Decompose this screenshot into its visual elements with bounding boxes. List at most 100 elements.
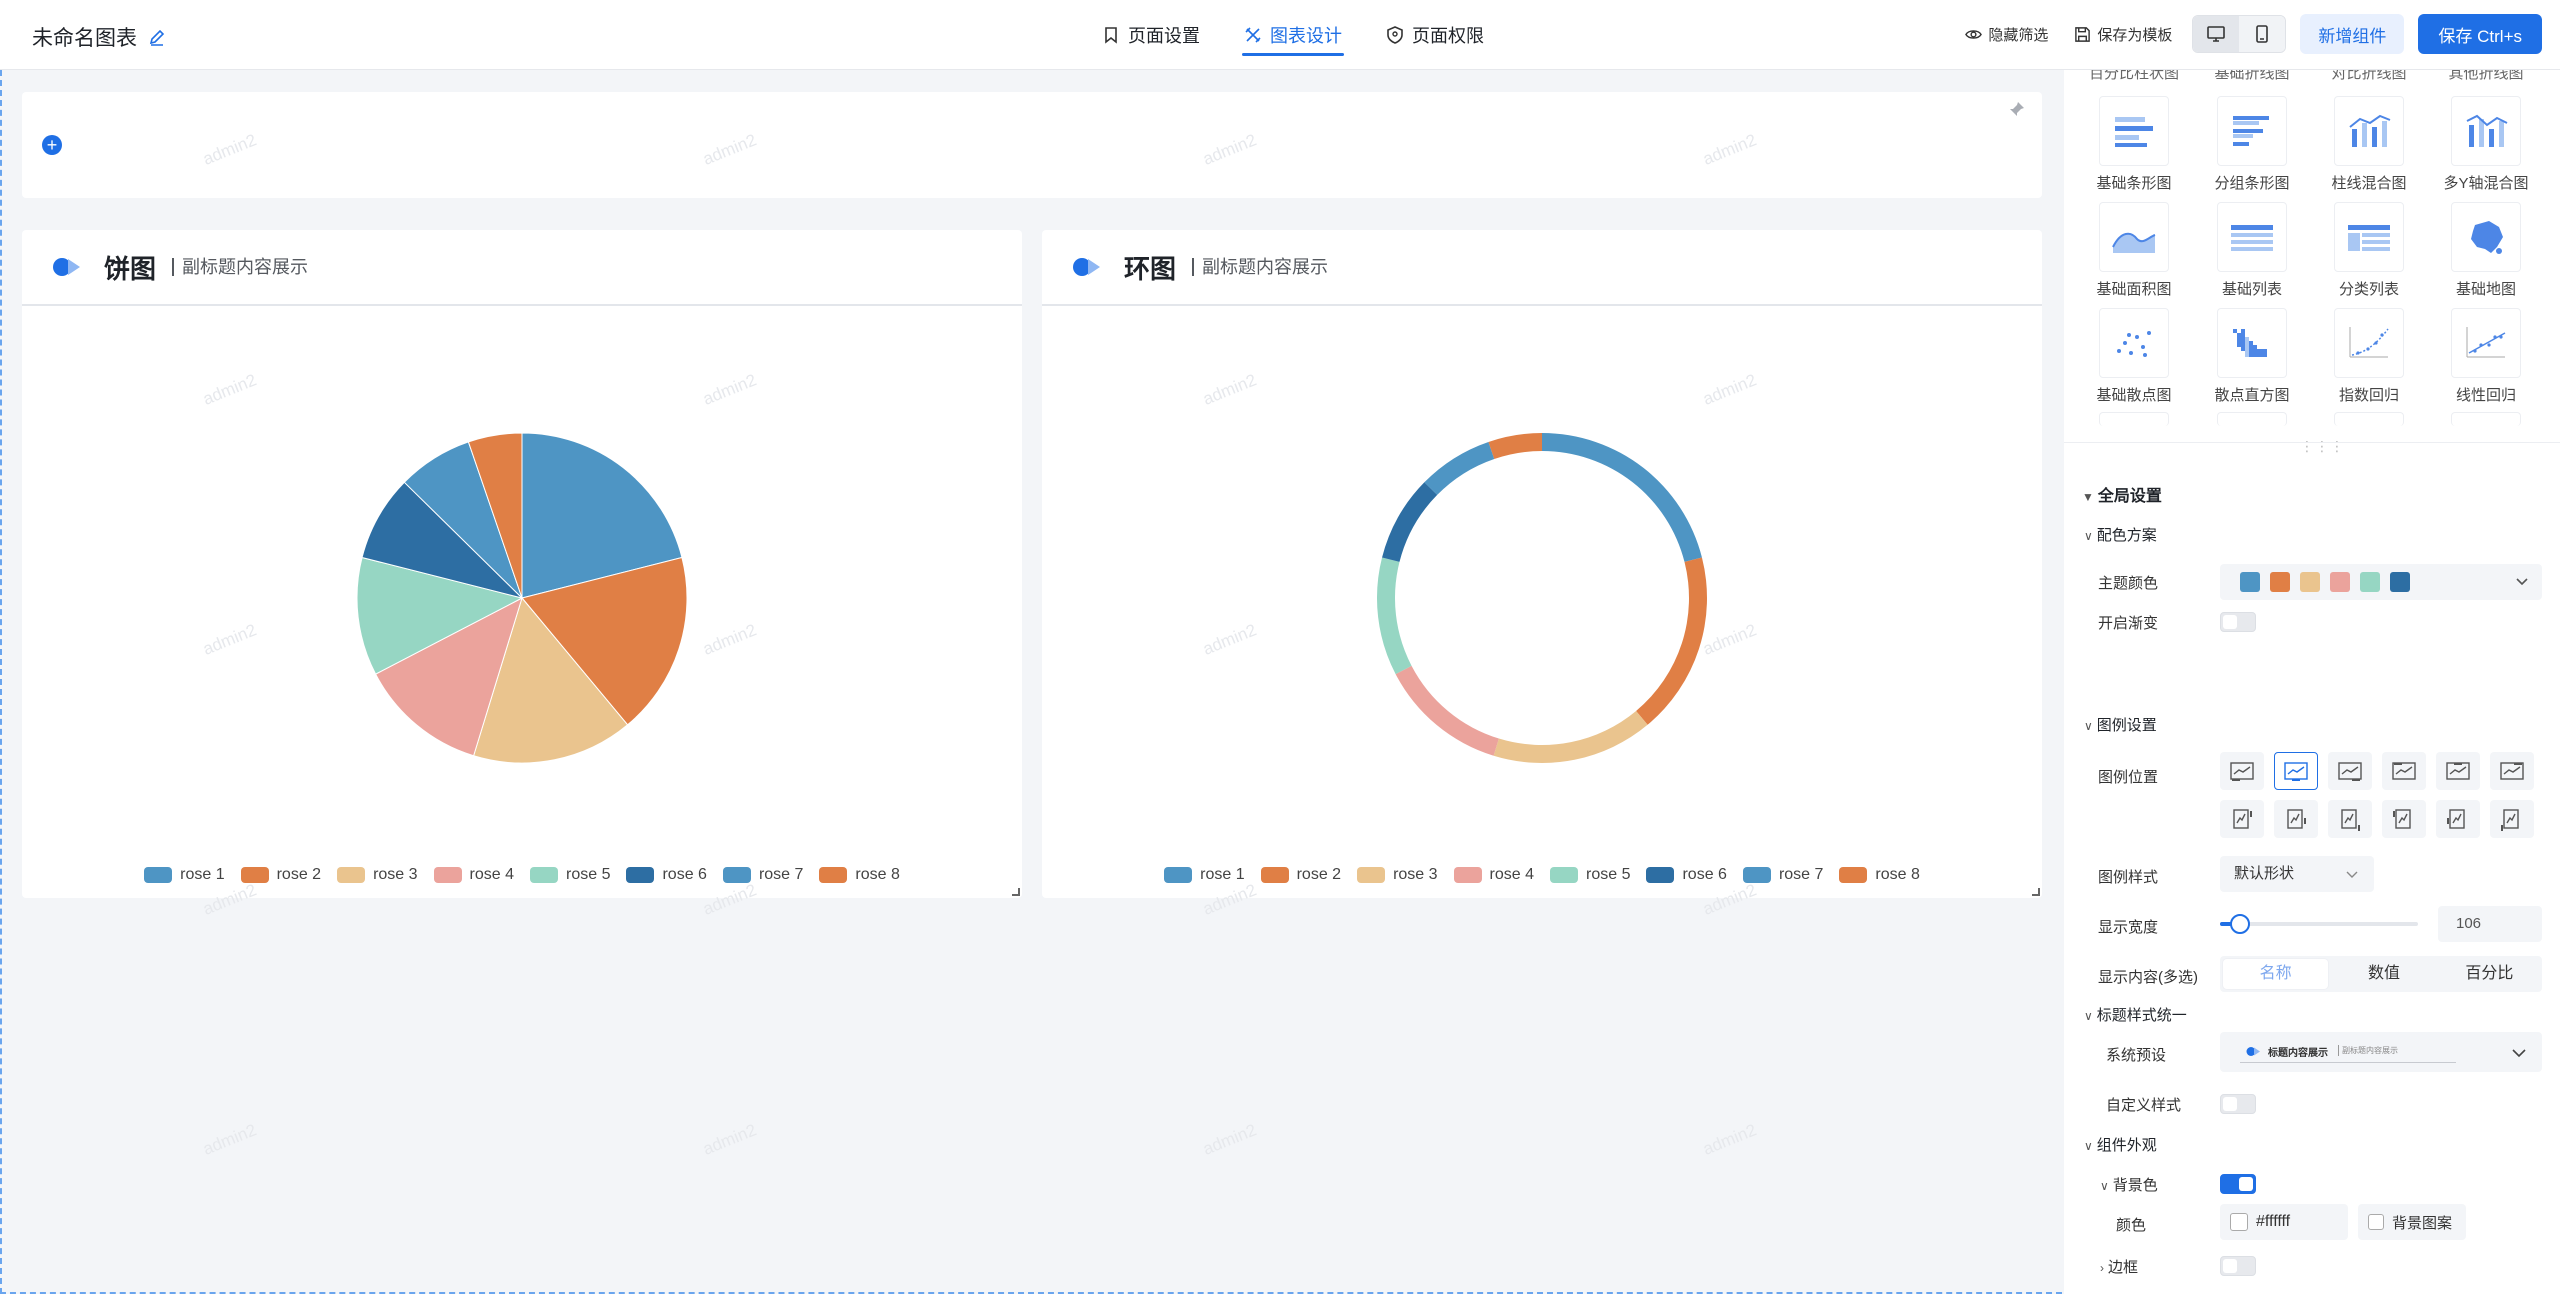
legend-item[interactable]: rose 4 [1453,866,1534,884]
ring-chart-card[interactable]: 环图 副标题内容展示 rose 1 rose 2 rose 3 rose 4 rose … [1042,230,2042,898]
component-item[interactable]: 基础面积图 [2084,202,2184,299]
legend-item[interactable]: rose 7 [1742,866,1823,884]
system-preset-select[interactable]: 标题内容展示 副标题内容展示 [2220,1032,2542,1072]
background-group[interactable]: ∨ 背景色 [2100,1177,2158,1194]
option-percent[interactable]: 百分比 [2465,965,2514,982]
ring-slice-8[interactable] [1488,433,1542,459]
legend-position-option[interactable] [2382,800,2426,838]
option-value[interactable]: 数值 [2367,965,2400,982]
ring-slice-3[interactable] [1493,710,1648,763]
bg-pattern-checkbox[interactable] [2368,1214,2384,1230]
bg-pattern-option[interactable]: 背景图案 [2358,1204,2466,1240]
tab-page-permissions[interactable]: 页面权限 [1384,0,1486,70]
legend-item[interactable]: rose 5 [530,866,610,884]
custom-style-toggle[interactable] [2220,1094,2256,1114]
component-item[interactable] [2084,412,2184,432]
slider-knob[interactable] [2229,914,2250,934]
resize-handle[interactable] [1012,888,1020,896]
display-width-slider[interactable] [2220,914,2418,934]
component-label[interactable]: 其他折线图 [2448,70,2524,82]
edit-icon[interactable] [147,27,167,47]
pie-slice-6[interactable] [361,481,524,599]
legend-item[interactable]: rose 8 [1839,866,1920,884]
color-swatch[interactable] [2230,1213,2248,1231]
color-input[interactable]: #ffffff [2220,1204,2348,1240]
component-item[interactable]: 多Y轴混合图 [2436,96,2536,193]
legend-item[interactable]: rose 6 [626,866,707,884]
legend-position-option[interactable] [2220,800,2264,838]
legend-position-option[interactable] [2490,752,2534,790]
color-scheme-group[interactable]: ∨ 配色方案 [2084,527,2157,544]
component-item[interactable] [2202,412,2302,432]
ring-slice-1[interactable] [1542,433,1702,562]
legend-position-option[interactable] [2274,752,2318,790]
component-item[interactable]: 基础条形图 [2084,96,2184,193]
component-item[interactable]: 柱线混合图 [2319,96,2419,193]
tab-chart-design[interactable]: 图表设计 [1242,0,1344,70]
legend-settings-group[interactable]: ∨ 图例设置 [2084,717,2157,734]
legend-position-option[interactable] [2436,800,2480,838]
component-item[interactable]: 分组条形图 [2202,96,2302,193]
legend-item[interactable]: rose 1 [1164,866,1245,884]
pie-slice-1[interactable] [521,432,683,599]
legend-item[interactable]: rose 8 [819,866,900,884]
panel-drag-handle[interactable]: ⋮⋮⋮ [2300,438,2345,454]
background-toggle[interactable] [2220,1174,2256,1194]
component-item[interactable] [2319,412,2419,432]
hide-filter-button[interactable]: 隐藏筛选 [1959,24,2054,45]
component-label[interactable]: 基础折线图 [2214,70,2290,82]
add-filter-button[interactable]: + [42,135,62,155]
component-label[interactable]: 对比折线图 [2331,70,2407,82]
add-component-button[interactable]: 新增组件 [2300,14,2405,54]
ring-slice-6[interactable] [1382,482,1438,562]
component-item[interactable]: 基础地图 [2436,202,2536,299]
option-name[interactable]: 名称 [2223,959,2329,989]
component-item[interactable]: 线性回归 [2436,308,2536,405]
legend-item[interactable]: rose 5 [1550,866,1630,884]
save-template-button[interactable]: 保存为模板 [2068,24,2178,45]
legend-item[interactable]: rose 6 [1646,866,1727,884]
legend-item[interactable]: rose 4 [433,866,514,884]
ring-slice-7[interactable] [1424,441,1495,495]
pin-icon[interactable] [2006,100,2026,120]
component-item[interactable]: 基础散点图 [2084,308,2184,405]
ring-slice-2[interactable] [1636,557,1707,725]
legend-position-option[interactable] [2328,752,2372,790]
appearance-group[interactable]: ∨ 组件外观 [2084,1137,2157,1154]
border-toggle[interactable] [2220,1256,2256,1276]
legend-position-option[interactable] [2436,752,2480,790]
legend-item[interactable]: rose 3 [337,866,418,884]
pie-slice-8[interactable] [467,432,523,599]
gradient-toggle[interactable] [2220,612,2256,632]
ring-slice-5[interactable] [1377,557,1412,675]
legend-position-option[interactable] [2328,800,2372,838]
pie-slice-4[interactable] [374,597,523,757]
desktop-view-button[interactable] [2193,16,2240,52]
legend-item[interactable]: rose 3 [1357,866,1438,884]
display-width-input[interactable]: 106 [2438,906,2542,942]
tab-page-settings[interactable]: 页面设置 [1100,0,1202,70]
legend-item[interactable]: rose 2 [240,866,321,884]
legend-position-option[interactable] [2274,800,2318,838]
save-button[interactable]: 保存 Ctrl+s [2418,14,2542,54]
legend-position-option[interactable] [2490,800,2534,838]
component-label[interactable]: 百分比柱状图 [2088,70,2179,82]
global-settings-header[interactable]: ▼ 全局设置 [2082,488,2162,505]
theme-color-select[interactable] [2220,564,2542,600]
legend-item[interactable]: rose 2 [1260,866,1341,884]
pie-slice-2[interactable] [521,556,688,726]
title-unify-group[interactable]: ∨ 标题样式统一 [2084,1007,2187,1024]
component-item[interactable]: 分类列表 [2319,202,2419,299]
resize-handle[interactable] [2032,888,2040,896]
component-item[interactable] [2436,412,2536,432]
pie-slice-5[interactable] [356,556,524,675]
legend-position-option[interactable] [2220,752,2264,790]
legend-position-option[interactable] [2382,752,2426,790]
component-item[interactable]: 散点直方图 [2202,308,2302,405]
component-item[interactable]: 指数回归 [2319,308,2419,405]
legend-item[interactable]: rose 7 [722,866,803,884]
mobile-view-button[interactable] [2239,16,2286,52]
pie-slice-3[interactable] [472,596,629,764]
ring-slice-4[interactable] [1395,665,1499,756]
pie-chart-card[interactable]: 饼图 副标题内容展示 rose 1 rose 2 rose 3 rose 4 rose … [22,230,1022,898]
